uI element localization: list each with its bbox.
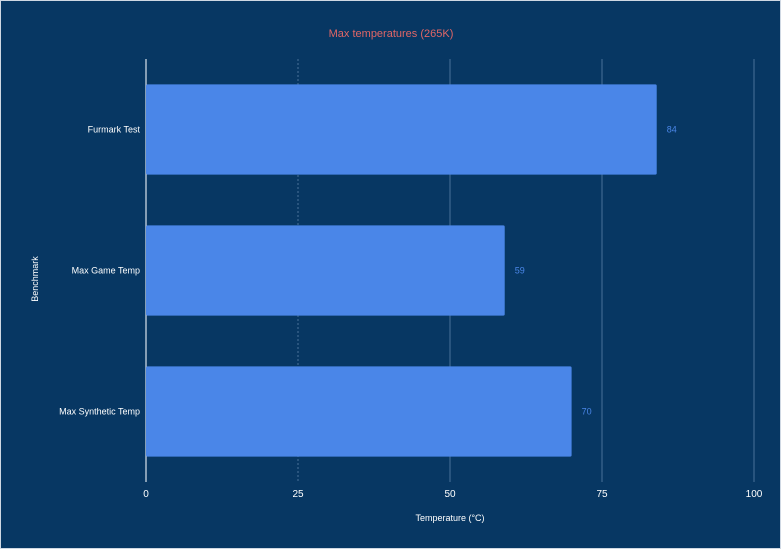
bar (146, 84, 657, 175)
data-label: 70 (582, 407, 592, 417)
x-tick-label: 100 (746, 489, 763, 500)
data-label: 84 (667, 125, 677, 135)
y-axis-title: Benchmark (30, 256, 40, 302)
x-tick-label: 50 (444, 489, 456, 500)
category-labels: Furmark Test Max Game Temp Max Synthetic T… (59, 125, 140, 417)
category-label: Furmark Test (88, 125, 141, 135)
bar (146, 366, 572, 457)
category-label: Max Synthetic Temp (59, 407, 140, 417)
x-tick-label: 75 (596, 489, 608, 500)
data-labels: 84 59 70 (515, 125, 677, 417)
category-label: Max Game Temp (72, 266, 140, 276)
bars (146, 84, 657, 457)
x-tick-label: 0 (143, 489, 149, 500)
data-label: 59 (515, 266, 525, 276)
x-tick-labels: 0 25 50 75 100 (143, 489, 763, 500)
bar (146, 225, 505, 316)
x-tick-label: 25 (292, 489, 304, 500)
x-axis-title: Temperature (°C) (415, 513, 484, 523)
chart-title: Max temperatures (265K) (329, 28, 454, 40)
